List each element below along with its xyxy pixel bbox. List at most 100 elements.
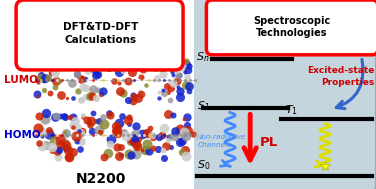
Point xyxy=(125,79,131,82)
Point xyxy=(117,90,123,93)
Point xyxy=(131,58,137,61)
Point xyxy=(185,129,191,132)
Point xyxy=(50,62,56,65)
Point xyxy=(40,75,46,78)
Point xyxy=(106,112,112,115)
Point xyxy=(174,86,180,89)
Point xyxy=(53,149,59,153)
Point xyxy=(118,145,124,148)
Point xyxy=(183,155,189,158)
FancyArrowPatch shape xyxy=(336,59,363,109)
Point xyxy=(120,134,126,137)
Text: $S_0$: $S_0$ xyxy=(197,158,211,172)
Point xyxy=(40,63,46,66)
Point xyxy=(63,132,69,135)
Point xyxy=(79,75,85,78)
Point xyxy=(174,80,180,83)
Point xyxy=(35,95,41,98)
Point xyxy=(101,62,107,65)
Point xyxy=(141,79,147,82)
Point xyxy=(177,89,183,92)
Point xyxy=(107,143,113,146)
Point xyxy=(92,67,99,70)
Point xyxy=(70,82,76,85)
Point xyxy=(85,134,91,137)
Point xyxy=(177,79,183,82)
Point xyxy=(115,134,121,137)
Point xyxy=(55,155,61,158)
Point xyxy=(126,115,132,119)
Point xyxy=(70,115,76,119)
Point xyxy=(54,79,60,82)
Point xyxy=(153,66,159,69)
Point xyxy=(41,77,47,81)
Point xyxy=(147,126,153,129)
Point xyxy=(46,132,52,136)
Point xyxy=(126,79,132,82)
Point xyxy=(62,141,68,144)
Point xyxy=(164,85,170,88)
Point xyxy=(150,136,156,139)
Point xyxy=(52,116,58,119)
Point xyxy=(45,59,51,62)
Point xyxy=(89,79,96,82)
Point xyxy=(184,116,190,119)
Point xyxy=(88,119,94,122)
Point xyxy=(165,138,171,141)
Point xyxy=(139,132,145,136)
Point xyxy=(52,135,58,138)
Point xyxy=(132,95,138,98)
Point xyxy=(60,144,66,147)
Point xyxy=(100,79,106,82)
Point xyxy=(43,144,49,147)
Point xyxy=(161,92,167,95)
Point xyxy=(161,126,167,129)
Point xyxy=(75,89,81,92)
Point xyxy=(149,59,155,62)
Point xyxy=(69,134,75,137)
Point xyxy=(120,70,126,73)
Point xyxy=(49,79,55,82)
Point xyxy=(146,149,152,152)
Point xyxy=(89,95,95,98)
Point xyxy=(34,93,40,96)
Point xyxy=(140,68,146,71)
Point xyxy=(105,79,111,82)
Point xyxy=(133,141,139,144)
Point xyxy=(45,77,51,80)
Point xyxy=(135,138,141,141)
Point xyxy=(114,145,120,148)
Point xyxy=(173,69,179,72)
Point xyxy=(132,140,138,143)
Point xyxy=(167,135,173,138)
Point xyxy=(167,79,173,82)
Point xyxy=(143,84,149,87)
Point xyxy=(133,153,139,156)
Point xyxy=(47,91,53,94)
Point xyxy=(182,79,188,82)
Point xyxy=(160,148,166,151)
Point xyxy=(170,82,176,85)
Point xyxy=(34,78,40,81)
Text: Non-radiative
Channels: Non-radiative Channels xyxy=(197,134,247,148)
Point xyxy=(108,138,114,141)
Point xyxy=(126,134,132,137)
Point xyxy=(156,97,162,100)
Point xyxy=(144,132,150,135)
Point xyxy=(116,121,122,124)
Point xyxy=(149,62,155,65)
Point xyxy=(113,129,119,132)
Point xyxy=(92,73,98,76)
Point xyxy=(79,130,85,133)
Point xyxy=(162,60,168,63)
Text: $T_1$: $T_1$ xyxy=(285,104,298,118)
Point xyxy=(135,96,141,99)
Point xyxy=(70,126,76,129)
Point xyxy=(132,138,138,141)
Point xyxy=(171,134,177,137)
FancyBboxPatch shape xyxy=(192,0,376,189)
Point xyxy=(177,96,183,99)
Text: LUMO: LUMO xyxy=(4,75,38,85)
Point xyxy=(182,117,188,120)
Point xyxy=(154,76,160,79)
